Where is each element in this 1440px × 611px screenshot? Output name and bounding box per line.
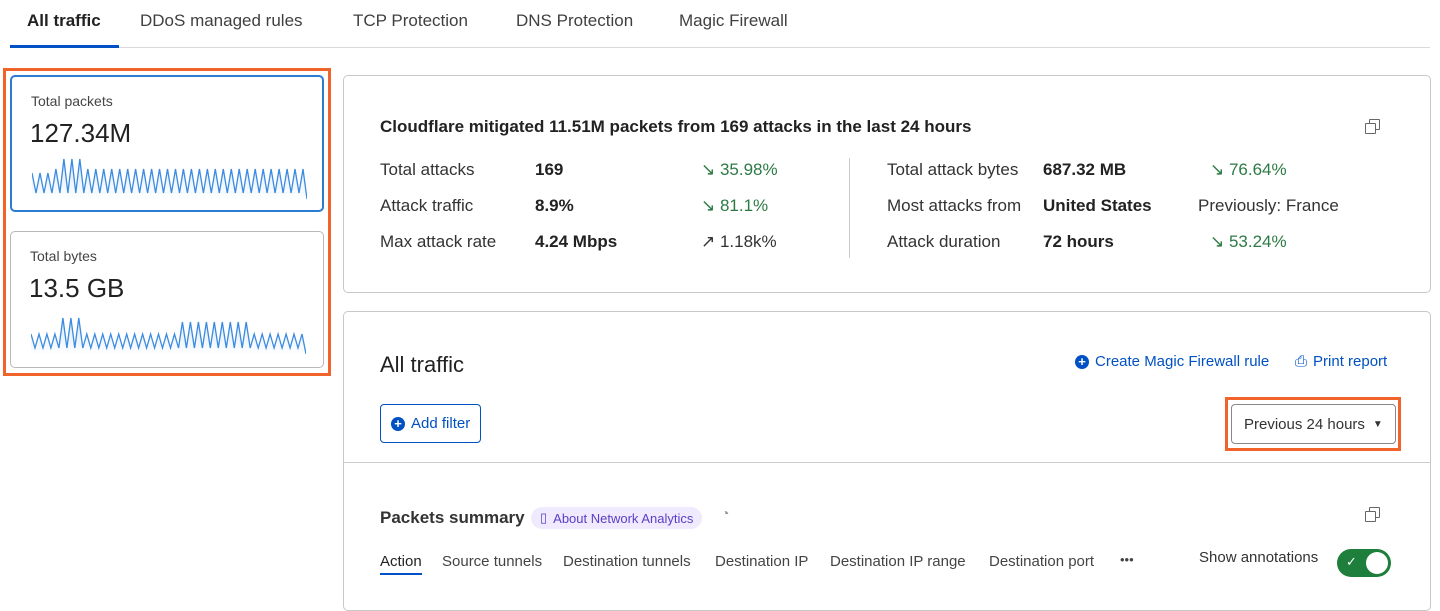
stat-label: Attack duration	[887, 232, 1001, 251]
stat-change: ↘ 35.98%	[701, 160, 778, 180]
stat-value: 4.24 Mbps	[535, 232, 618, 251]
link-label: Print report	[1313, 353, 1388, 370]
print-report-link[interactable]: ⎙ Print report	[1295, 353, 1387, 370]
metric-label: Total packets	[31, 93, 113, 109]
clock-icon[interactable]: ◔	[721, 505, 730, 521]
sparkline	[31, 317, 306, 355]
stat-label: Max attack rate	[380, 232, 497, 251]
check-icon: ✓	[1346, 554, 1357, 569]
tab-tcp-protection[interactable]: TCP Protection	[353, 11, 468, 30]
stat-change-value: 35.98%	[719, 160, 778, 179]
time-range-select[interactable]: Previous 24 hours ▼	[1231, 404, 1396, 444]
subtab-destination-ip[interactable]: Destination IP	[715, 553, 809, 570]
stat-change: ↘ 76.64%	[1210, 160, 1287, 180]
metric-card-total-packets[interactable]: Total packets 127.34M	[10, 75, 324, 212]
sparkline	[32, 158, 307, 200]
section-title: All traffic	[380, 352, 464, 377]
stat-change: Previously: France	[1198, 196, 1339, 216]
metric-value: 127.34M	[30, 118, 132, 148]
show-annotations-label: Show annotations	[1199, 549, 1319, 566]
create-firewall-rule-link[interactable]: + Create Magic Firewall rule	[1075, 353, 1269, 370]
highlight-box	[1225, 397, 1401, 451]
caret-down-icon: ▼	[1372, 418, 1383, 430]
stat-change: ↘ 81.1%	[701, 196, 768, 216]
divider	[849, 158, 850, 258]
subtab-source-tunnels[interactable]: Source tunnels	[442, 553, 543, 570]
subtab-destination-ip-range[interactable]: Destination IP range	[830, 553, 966, 570]
active-tab-indicator	[10, 45, 119, 48]
metric-label: Total bytes	[30, 248, 97, 264]
copy-icon[interactable]	[1365, 507, 1380, 522]
trend-down-icon: ↘	[701, 160, 720, 179]
toggle-knob	[1366, 552, 1388, 574]
tab-magic-firewall[interactable]: Magic Firewall	[679, 11, 788, 30]
stat-label: Attack traffic	[380, 196, 474, 215]
stat-value: 169	[535, 160, 564, 179]
stat-change-value: Previously: France	[1198, 196, 1339, 215]
tab-bar: All traffic DDoS managed rules TCP Prote…	[10, 0, 1430, 48]
button-label: Add filter	[411, 415, 471, 432]
select-value: Previous 24 hours	[1244, 415, 1365, 433]
trend-down-icon: ↘	[1210, 160, 1229, 179]
copy-icon[interactable]	[1365, 119, 1380, 134]
stat-change-value: 53.24%	[1228, 232, 1287, 251]
all-traffic-card: All traffic + Create Magic Firewall rule …	[343, 311, 1431, 611]
divider	[344, 462, 1430, 463]
stat-value: 8.9%	[535, 196, 574, 215]
stat-change: ↘ 53.24%	[1210, 232, 1287, 252]
stat-label: Most attacks from	[887, 196, 1022, 215]
show-annotations-toggle[interactable]: ✓	[1337, 549, 1391, 577]
stat-change-value: 76.64%	[1228, 160, 1287, 179]
subtab-action[interactable]: Action	[380, 553, 422, 575]
plus-circle-icon: +	[391, 416, 405, 431]
stat-value: 687.32 MB	[1043, 160, 1127, 179]
sparkline-line	[32, 158, 307, 200]
about-network-analytics-badge[interactable]: ▯ About Network Analytics	[531, 507, 703, 529]
trend-down-icon: ↘	[1210, 232, 1229, 251]
link-label: Create Magic Firewall rule	[1095, 353, 1270, 370]
tab-ddos-managed-rules[interactable]: DDoS managed rules	[140, 11, 303, 30]
attack-summary-card: Cloudflare mitigated 11.51M packets from…	[343, 75, 1431, 293]
badge-label: About Network Analytics	[553, 510, 694, 526]
metric-card-total-bytes[interactable]: Total bytes 13.5 GB	[10, 231, 324, 368]
stat-change-value: 1.18k%	[719, 232, 777, 251]
add-filter-button[interactable]: + Add filter	[380, 404, 482, 443]
stat-value: United States	[1043, 196, 1152, 215]
stat-label: Total attacks	[380, 160, 475, 179]
subtab-destination-port[interactable]: Destination port	[989, 553, 1095, 570]
stat-label: Total attack bytes	[887, 160, 1019, 179]
trend-up-icon: ↗	[701, 232, 720, 251]
sparkline-line	[31, 317, 306, 355]
printer-icon: ⎙	[1295, 353, 1308, 370]
tab-all-traffic[interactable]: All traffic	[27, 11, 101, 30]
subtab-destination-tunnels[interactable]: Destination tunnels	[563, 553, 691, 570]
packets-summary-title: Packets summary	[380, 508, 525, 527]
stat-value: 72 hours	[1043, 232, 1114, 251]
plus-circle-icon: +	[1075, 354, 1089, 369]
summary-headline: Cloudflare mitigated 11.51M packets from…	[380, 117, 972, 136]
metric-value: 13.5 GB	[29, 273, 125, 303]
tab-dns-protection[interactable]: DNS Protection	[516, 11, 634, 30]
highlight-box	[3, 68, 331, 376]
stat-change-value: 81.1%	[719, 196, 769, 215]
trend-down-icon: ↘	[701, 196, 720, 215]
stat-change: ↗ 1.18k%	[701, 232, 777, 252]
book-icon: ▯	[540, 510, 548, 525]
more-tabs-button[interactable]: •••	[1120, 552, 1134, 567]
